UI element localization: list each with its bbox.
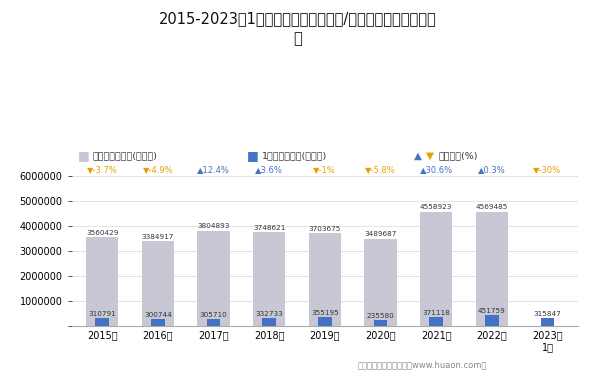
- Text: ▼: ▼: [426, 151, 434, 160]
- Text: ▲12.4%: ▲12.4%: [197, 165, 230, 174]
- Bar: [541, 318, 554, 326]
- Bar: [420, 212, 452, 326]
- Text: 3560429: 3560429: [86, 230, 119, 236]
- Text: 235580: 235580: [367, 314, 395, 320]
- Text: 305710: 305710: [200, 312, 227, 318]
- Text: ▼-4.9%: ▼-4.9%: [142, 165, 173, 174]
- Text: 3703675: 3703675: [309, 226, 341, 232]
- Text: 3748621: 3748621: [253, 225, 285, 231]
- Text: 315847: 315847: [533, 311, 561, 317]
- Text: ▲3.6%: ▲3.6%: [255, 165, 283, 174]
- Text: 371118: 371118: [423, 310, 450, 316]
- Bar: [86, 237, 118, 326]
- Bar: [197, 231, 229, 326]
- Text: 355195: 355195: [311, 310, 339, 316]
- Bar: [142, 241, 174, 326]
- Text: 3489687: 3489687: [364, 231, 397, 237]
- Text: 3804893: 3804893: [197, 224, 229, 230]
- Bar: [318, 317, 332, 326]
- Text: ▼-5.8%: ▼-5.8%: [365, 165, 396, 174]
- Text: 332733: 332733: [255, 311, 283, 317]
- Text: ■: ■: [77, 149, 89, 162]
- Bar: [207, 319, 221, 326]
- Bar: [309, 233, 341, 326]
- Bar: [253, 232, 285, 326]
- Bar: [429, 317, 443, 326]
- Text: 310791: 310791: [88, 312, 116, 318]
- Bar: [476, 211, 508, 326]
- Text: ▼-30%: ▼-30%: [533, 165, 561, 174]
- Text: ▲0.3%: ▲0.3%: [478, 165, 505, 174]
- Text: 3384917: 3384917: [142, 234, 174, 240]
- Bar: [364, 238, 396, 326]
- Text: ▼-3.7%: ▼-3.7%: [86, 165, 117, 174]
- Text: ▲: ▲: [414, 151, 422, 160]
- Text: 2015-2023年1月中山市（境内目的地/货源地）进出口总额统
计: 2015-2023年1月中山市（境内目的地/货源地）进出口总额统 计: [159, 11, 437, 46]
- Bar: [95, 318, 109, 326]
- Bar: [485, 315, 499, 326]
- Text: ■: ■: [247, 149, 259, 162]
- Text: 1月进出口总额(万美元): 1月进出口总额(万美元): [262, 151, 327, 160]
- Text: ▲30.6%: ▲30.6%: [420, 165, 453, 174]
- Text: 累计进出口总额(万美元): 累计进出口总额(万美元): [92, 151, 157, 160]
- Text: 同比增长(%): 同比增长(%): [439, 151, 478, 160]
- Bar: [151, 319, 164, 326]
- Bar: [262, 318, 276, 326]
- Text: 4558923: 4558923: [420, 204, 452, 210]
- Text: 451759: 451759: [478, 308, 505, 314]
- Bar: [374, 320, 387, 326]
- Text: 4569485: 4569485: [476, 204, 508, 210]
- Text: 制图：华经产业研究院（www.huaon.com）: 制图：华经产业研究院（www.huaon.com）: [358, 360, 487, 369]
- Text: ▼-1%: ▼-1%: [313, 165, 336, 174]
- Text: 300744: 300744: [144, 312, 172, 318]
